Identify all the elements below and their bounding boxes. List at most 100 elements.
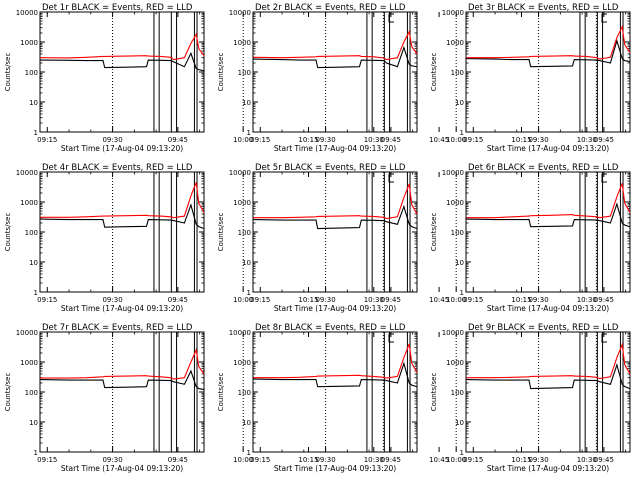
plot-frame [39, 331, 205, 453]
y-tick-label: 1000 [20, 199, 38, 207]
panel-1: Det 1r BLACK = Events, RED = LLD11010010… [4, 3, 449, 153]
y-tick-label: 1 [247, 129, 251, 137]
y-tick-label: 10 [242, 419, 251, 427]
y-tick-label: 1 [460, 289, 464, 297]
y-tick-label: 1 [34, 449, 38, 457]
x-tick-label: 10:45 [429, 136, 449, 144]
x-tick-label: 10:00 [446, 136, 466, 144]
series-events-line [466, 38, 631, 68]
x-axis-label: Start Time (17-Aug-04 09:13:20) [274, 144, 396, 153]
bracket-marker [601, 173, 608, 183]
x-tick-label: 09:15 [250, 456, 270, 464]
y-tick-label: 10 [455, 99, 464, 107]
x-tick-label: 09:30 [315, 296, 335, 304]
x-tick-label: 09:45 [168, 136, 188, 144]
bracket-marker [388, 173, 395, 183]
bracket-marker [601, 333, 608, 343]
x-tick-label: 09:45 [381, 296, 401, 304]
y-tick-label: 10000 [442, 329, 464, 337]
series-lld-line [40, 182, 205, 219]
x-tick-label: 10:30 [577, 136, 597, 144]
y-tick-label: 1 [34, 289, 38, 297]
series-events-line [40, 369, 205, 391]
panel-7: Det 7r BLACK = Events, RED = LLD11010010… [4, 323, 449, 473]
series-lld-line [253, 343, 418, 379]
panel-4: Det 4r BLACK = Events, RED = LLD 1 10 100 10… [4, 163, 449, 313]
series-events-line [253, 45, 418, 69]
series-events-line [253, 204, 418, 230]
y-tick-label: 10000 [16, 9, 38, 17]
y-tick-label: 10 [242, 99, 251, 107]
y-tick-label: 10000 [16, 169, 38, 177]
x-tick-label: 09:15 [463, 136, 483, 144]
x-tick-label: 09:30 [528, 136, 548, 144]
x-axis-label: Start Time (17-Aug-04 09:13:20) [274, 304, 396, 313]
plot-frame [39, 11, 205, 133]
series-lld-line [466, 342, 631, 380]
y-tick-label: 100 [25, 389, 38, 397]
series-events-line [466, 202, 631, 228]
x-tick-label: 10:00 [233, 296, 253, 304]
x-axis-label: Start Time (17-Aug-04 09:13:20) [61, 464, 183, 473]
panel-9: Det 9r BLACK = Events, RED = LLD 1 10 100 10… [430, 323, 631, 473]
x-tick-label: 09:45 [594, 136, 614, 144]
y-tick-label: 10 [455, 259, 464, 267]
x-tick-label: 10:00 [233, 456, 253, 464]
plot-frame [252, 11, 418, 133]
y-tick-label: 1000 [20, 39, 38, 47]
y-tick-label: 1 [247, 449, 251, 457]
x-tick-label: 09:45 [168, 456, 188, 464]
y-axis-label: Counts/sec [4, 213, 12, 252]
y-tick-label: 1000 [446, 359, 464, 367]
series-events-line [253, 361, 418, 388]
y-tick-label: 10000 [442, 169, 464, 177]
y-tick-label: 100 [238, 389, 251, 397]
x-tick-label: 09:45 [381, 136, 401, 144]
x-tick-label: 10:15 [511, 456, 531, 464]
y-tick-label: 1 [34, 129, 38, 137]
panel-5: Det 5r BLACK = Events, RED = LLD11010010… [217, 163, 608, 313]
series-lld-line [466, 183, 631, 219]
y-tick-label: 1000 [233, 359, 251, 367]
panel-2: Det 2r BLACK = Events, RED = LLD11010010… [217, 3, 608, 153]
series-lld-line [40, 348, 205, 380]
y-tick-label: 1000 [233, 199, 251, 207]
x-tick-label: 10:00 [446, 456, 466, 464]
y-axis-label: Counts/sec [4, 373, 12, 412]
x-tick-label: 09:30 [528, 456, 548, 464]
y-tick-label: 100 [238, 229, 251, 237]
y-tick-label: 10 [29, 99, 38, 107]
series-lld-line [466, 24, 631, 60]
x-tick-label: 09:15 [463, 296, 483, 304]
panel-title: Det 3r BLACK = Events, RED = LLD [468, 3, 619, 13]
y-axis-label: Counts/sec [430, 53, 438, 92]
x-tick-label: 10:15 [511, 136, 531, 144]
x-tick-label: 09:45 [381, 456, 401, 464]
y-tick-label: 10000 [229, 9, 251, 17]
panel-title: Det 9r BLACK = Events, RED = LLD [468, 323, 619, 333]
y-tick-label: 10 [242, 259, 251, 267]
series-events-line [40, 203, 205, 230]
x-tick-label: 10:00 [233, 136, 253, 144]
x-axis-label: Start Time (17-Aug-04 09:13:20) [61, 304, 183, 313]
panel-title: Det 4r BLACK = Events, RED = LLD [42, 163, 193, 173]
x-tick-label: 10:45 [429, 456, 449, 464]
panel-title: Det 7r BLACK = Events, RED = LLD [42, 323, 193, 333]
y-axis-label: Counts/sec [217, 373, 225, 412]
y-tick-label: 100 [451, 229, 464, 237]
bracket-marker [388, 333, 395, 343]
plot-frame [465, 171, 631, 293]
y-axis-label: Counts/sec [4, 53, 12, 92]
plot-frame [252, 171, 418, 293]
y-tick-label: 100 [451, 69, 464, 77]
x-axis-label: Start Time (17-Aug-04 09:13:20) [274, 464, 396, 473]
x-tick-label: 10:15 [298, 136, 318, 144]
x-tick-label: 09:45 [168, 296, 188, 304]
y-tick-label: 100 [451, 389, 464, 397]
x-tick-label: 09:15 [37, 456, 57, 464]
y-tick-label: 10000 [442, 9, 464, 17]
y-tick-label: 1 [460, 129, 464, 137]
x-tick-label: 10:30 [364, 456, 384, 464]
x-tick-label: 09:30 [102, 456, 122, 464]
